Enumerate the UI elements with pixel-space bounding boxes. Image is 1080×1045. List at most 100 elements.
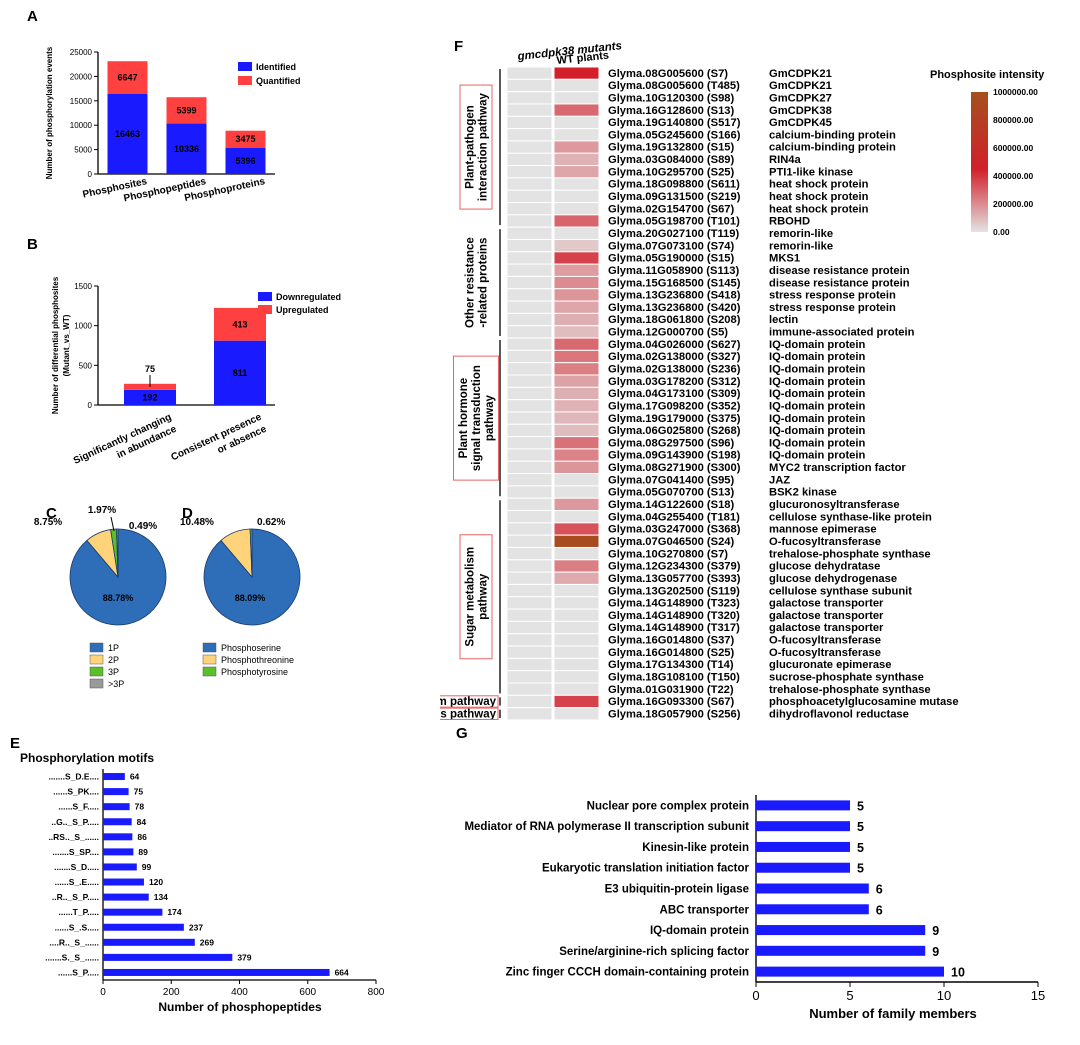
- heatmap-cell: [554, 104, 599, 116]
- heatmap-cell: [507, 190, 552, 202]
- legend-label: Phosphothreonine: [221, 655, 294, 665]
- row-gene-label: Glyma.18G108100 (T150): [608, 672, 740, 684]
- heatmap-cell: [554, 621, 599, 633]
- row-protein-label: GmCDPK45: [769, 117, 832, 129]
- heatmap-cell: [507, 523, 552, 535]
- y-tick-label: ..R.._S_P.....: [52, 892, 99, 902]
- heatmap-cell: [507, 326, 552, 338]
- row-gene-label: Glyma.12G234300 (S379): [608, 561, 741, 573]
- heatmap-cell: [507, 79, 552, 91]
- row-protein-label: BSK2 kinase: [769, 487, 837, 499]
- row-gene-label: Glyma.05G190000 (S15): [608, 253, 735, 265]
- bar-data-label: 16463: [115, 129, 140, 139]
- bar: [103, 879, 144, 886]
- bar: [103, 818, 132, 825]
- bar: [103, 848, 133, 855]
- bar-data-label: 5: [857, 820, 864, 834]
- heatmap-cell: [554, 92, 599, 104]
- row-protein-label: glucose dehydratase: [769, 561, 880, 573]
- heatmap-cell: [507, 412, 552, 424]
- row-gene-label: Glyma.18G061800 (S208): [608, 314, 741, 326]
- heatmap-cell: [507, 695, 552, 707]
- heatmap-cell: [554, 547, 599, 559]
- row-protein-label: IQ-domain protein: [769, 437, 866, 449]
- y-tick-label: 0: [88, 170, 93, 179]
- heatmap-cell: [554, 141, 599, 153]
- heatmap-cell: [554, 313, 599, 325]
- heatmap-cell: [507, 239, 552, 251]
- row-protein-label: IQ-domain protein: [769, 364, 866, 376]
- row-gene-label: Glyma.14G122600 (S18): [608, 499, 735, 511]
- bar-data-label: 64: [130, 772, 140, 782]
- x-axis-title: Number of phosphopeptides: [158, 1000, 322, 1014]
- row-protein-label: heat shock protein: [769, 179, 869, 191]
- heatmap-cell: [554, 474, 599, 486]
- row-protein-label: immune-associated protein: [769, 327, 915, 339]
- bar: [103, 803, 130, 810]
- legend-swatch: [90, 655, 103, 664]
- panel-f-letter: F: [454, 38, 463, 55]
- row-protein-label: trehalose-phosphate synthase: [769, 684, 931, 696]
- bar: [756, 863, 850, 873]
- row-protein-label: remorin-like: [769, 228, 833, 240]
- heatmap-cell: [554, 498, 599, 510]
- legend-label: Phosphoserine: [221, 643, 281, 653]
- bar: [756, 884, 869, 894]
- y-tick-label: ......S_F.....: [58, 802, 99, 812]
- group-label: Flavonoid metabolism pathway: [440, 696, 497, 708]
- heatmap-cell: [554, 486, 599, 498]
- heatmap-cell: [507, 634, 552, 646]
- x-tick-label: 15: [1031, 988, 1045, 1003]
- row-gene-label: Glyma.08G297500 (S96): [608, 437, 735, 449]
- heatmap-cell: [507, 92, 552, 104]
- y-axis-title-2: (Mutant_vs_WT): [62, 314, 71, 376]
- row-protein-label: cellulose synthase subunit: [769, 585, 912, 597]
- row-gene-label: Glyma.04G255400 (T181): [608, 511, 740, 523]
- group-label: Sugar metabolism: [465, 547, 477, 647]
- row-gene-label: Glyma.12G000700 (S5): [608, 327, 728, 339]
- row-protein-label: disease resistance protein: [769, 277, 910, 289]
- bar-data-label: 84: [137, 817, 147, 827]
- row-protein-label: glucuronosyltransferase: [769, 499, 900, 511]
- heatmap-cell: [554, 239, 599, 251]
- y-tick-label: ......S_PK....: [53, 787, 99, 797]
- row-gene-label: Glyma.02G154700 (S67): [608, 203, 735, 215]
- row-gene-label: Glyma.02G138000 (S327): [608, 351, 741, 363]
- row-gene-label: Glyma.05G198700 (T101): [608, 216, 740, 228]
- row-gene-label: Glyma.03G247000 (S368): [608, 524, 741, 536]
- row-gene-label: Glyma.16G014800 (S25): [608, 647, 735, 659]
- row-protein-label: GmCDPK27: [769, 92, 832, 104]
- row-gene-label: Glyma.10G295700 (S25): [608, 166, 735, 178]
- bar-data-label: 5396: [235, 156, 255, 166]
- row-protein-label: stress response protein: [769, 302, 896, 314]
- row-protein-label: IQ-domain protein: [769, 388, 866, 400]
- row-gene-label: Glyma.19G132800 (S15): [608, 142, 735, 154]
- y-tick-label: .......S_D.....: [54, 862, 99, 872]
- heatmap-cell: [554, 634, 599, 646]
- heatmap-cell: [507, 671, 552, 683]
- row-gene-label: Glyma.14G148900 (T323): [608, 598, 740, 610]
- row-gene-label: Glyma.02G138000 (S236): [608, 364, 741, 376]
- pie-data-label: 0.49%: [129, 521, 157, 532]
- row-protein-label: glucuronate epimerase: [769, 659, 891, 671]
- bar-data-label: 75: [145, 364, 155, 374]
- y-tick-label: Serine/arginine-rich splicing factor: [559, 946, 749, 958]
- y-axis-title: Number of phosphorylation events: [45, 46, 54, 179]
- heatmap-cell: [507, 658, 552, 670]
- heatmap-cell: [507, 203, 552, 215]
- row-gene-label: Glyma.13G057700 (S393): [608, 573, 741, 585]
- row-gene-label: Glyma.16G014800 (S37): [608, 635, 735, 647]
- bar: [103, 954, 232, 961]
- heatmap-cell: [507, 621, 552, 633]
- heatmap-cell: [554, 671, 599, 683]
- bar-data-label: 6: [876, 883, 883, 897]
- legend-swatch: [203, 667, 216, 676]
- heatmap-cell: [554, 412, 599, 424]
- row-gene-label: Glyma.03G178200 (S312): [608, 376, 741, 388]
- heatmap-cell: [554, 67, 599, 79]
- y-tick-label: ......T_P.....: [59, 907, 99, 917]
